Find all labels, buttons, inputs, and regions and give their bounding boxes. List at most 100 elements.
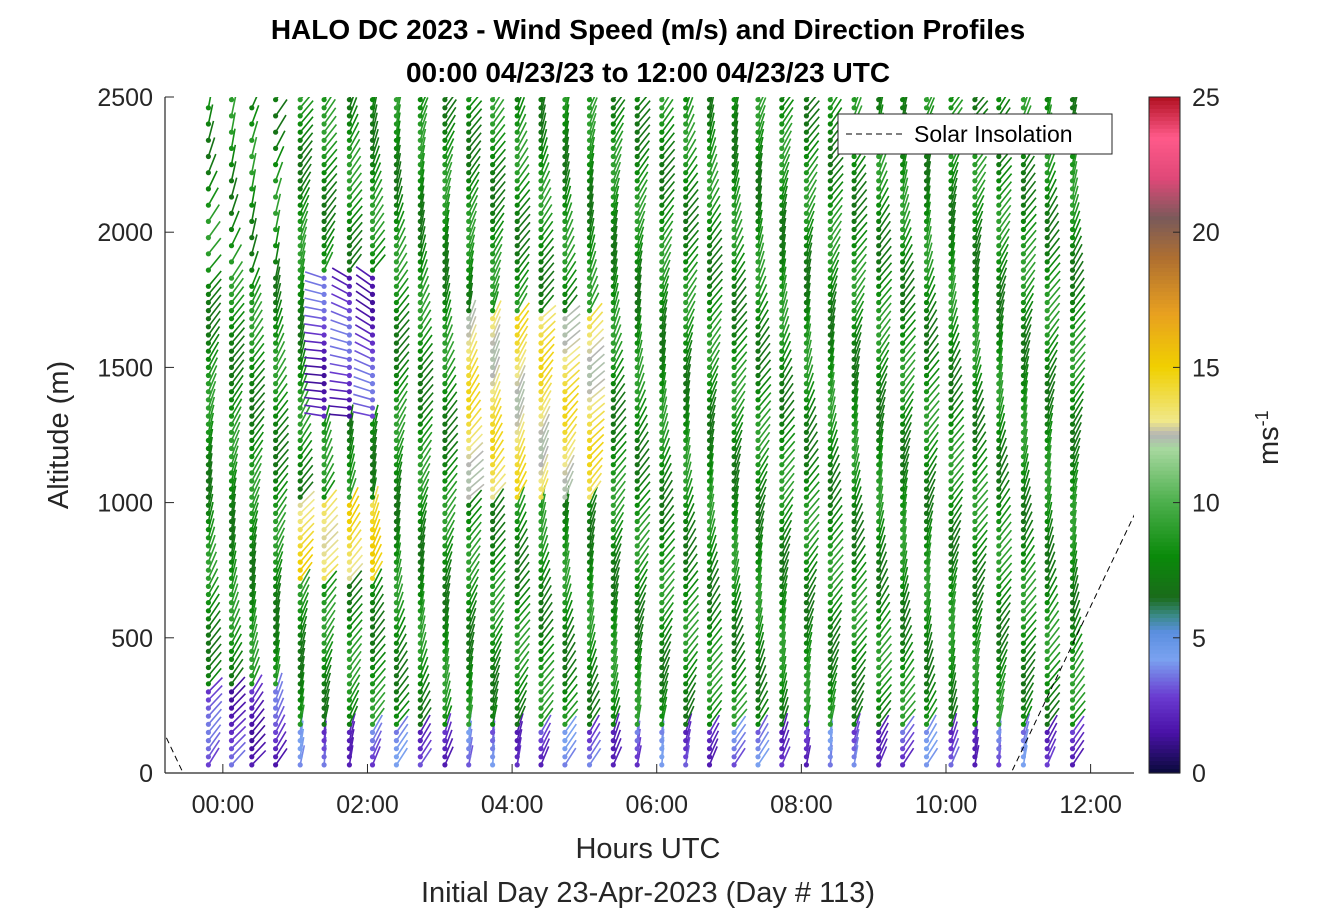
wind-barb-shaft [323,704,330,725]
wind-barb-point [346,518,352,525]
wind-barb-shaft [588,120,597,141]
wind-barb-point [659,178,665,184]
wind-barb-point [900,202,906,208]
wind-barb-shaft [733,177,740,198]
wind-barb-point [538,283,544,289]
wind-barb-point [249,324,255,330]
wind-barb-shaft [612,153,622,174]
wind-barb-point [683,218,689,224]
wind-barb-point [297,397,303,403]
wind-barb-point [827,202,833,208]
wind-barb-shaft [251,518,258,539]
wind-barb-point [827,729,833,736]
wind-barb-point [876,413,882,419]
wind-barb-point [876,454,882,460]
wind-barb-shaft [685,602,700,620]
wind-barb-shaft [323,148,338,166]
wind-barb-point [803,462,810,468]
wind-barb-shaft [251,334,265,352]
wind-barb-shaft [588,739,602,758]
wind-barb-point [562,478,568,484]
wind-barb-shaft [540,568,551,587]
wind-barb-shaft [781,583,788,603]
wind-barb-point [779,202,785,208]
wind-barb-point [205,648,211,654]
wind-barb-shaft [467,194,479,214]
wind-barb-shaft [733,675,747,693]
wind-barb-point [779,194,785,200]
wind-barb-point [562,502,568,508]
wind-barb-point [466,405,472,411]
wind-barb-point [297,494,303,500]
wind-barb-point [417,746,423,752]
wind-barb-point [876,356,882,362]
wind-barb-shaft [491,641,503,660]
wind-barb-point [706,583,713,590]
wind-barb-point [851,235,857,241]
wind-barb-point [249,738,255,744]
wind-barb-point [417,502,423,508]
wind-barb-shaft [540,559,551,579]
wind-barb-point [586,486,593,492]
wind-barb-point [538,648,544,654]
wind-barb-shaft [805,179,818,198]
wind-barb-point [369,235,376,241]
wind-barb-shaft [540,461,549,482]
wind-barb-shaft [467,187,479,206]
wind-barb-shaft [805,347,813,368]
wind-barb-point [417,462,423,468]
wind-barb-point [562,332,568,338]
wind-barb-shaft [540,518,548,539]
wind-barb-point [803,316,810,322]
wind-barb-point [228,591,235,598]
wind-barb-shaft [468,450,484,466]
wind-barb-point [514,226,520,233]
wind-barb-point [586,429,593,435]
wind-barb-point [249,486,255,492]
wind-barb-point [562,202,568,208]
wind-barb-shaft [612,357,624,376]
wind-barb-point [683,535,689,541]
wind-barb-shaft [588,457,604,474]
wind-barb-point [393,632,399,638]
wind-barb-shaft [612,472,627,490]
wind-barb-shaft [207,724,222,742]
wind-barb-shaft [684,113,695,133]
wind-barb-point [321,729,327,736]
wind-barb-point [538,486,544,492]
wind-barb-shaft [516,666,529,685]
wind-barb-shaft [348,643,363,660]
wind-barb-shaft [323,236,335,255]
wind-barb-point [851,226,857,233]
wind-barb-point [466,470,472,476]
wind-barb-point [779,145,785,151]
wind-barb-point [683,113,689,119]
wind-barb-point [586,746,593,752]
wind-barb-shaft [853,705,864,725]
wind-barb-point [634,170,640,176]
wind-barb-shaft [636,464,651,482]
wind-barb-shaft [251,741,267,758]
wind-barb-point [683,762,689,768]
wind-barb-point [393,340,399,346]
wind-barb-point [876,738,882,744]
wind-barb-shaft [540,510,547,530]
wind-barb-shaft [299,506,315,523]
wind-barb-shaft [323,555,339,571]
wind-barb-point [297,705,303,711]
wind-barb-shaft [323,547,339,563]
wind-barb-shaft [348,486,359,506]
wind-barb-shaft [612,97,617,101]
wind-barb-shaft [540,501,547,522]
wind-barb-point [827,510,833,516]
wind-barb-shaft [829,641,840,660]
wind-barb-shaft [468,140,482,157]
wind-barb-shaft [612,737,622,758]
wind-barb-point [659,226,665,233]
wind-barb-point [538,308,544,314]
wind-barb-point [228,162,235,168]
wind-barb-shaft [564,161,570,181]
wind-barb-point [851,348,857,354]
wind-barb-shaft [468,97,472,101]
wind-barb-shaft [781,688,789,709]
